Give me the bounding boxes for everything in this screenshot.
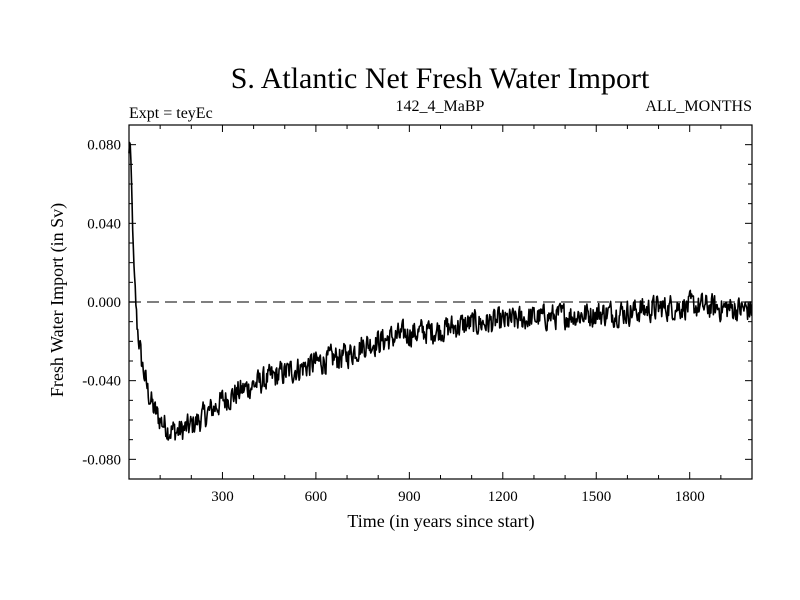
- x-tick-label: 300: [211, 489, 234, 505]
- x-tick-label: 1500: [581, 489, 611, 505]
- series-line: [128, 141, 753, 441]
- chart-title: S. Atlantic Net Fresh Water Import: [231, 62, 650, 95]
- y-tick-label: 0.000: [87, 295, 121, 311]
- x-tick-label: 1200: [488, 489, 518, 505]
- plot-frame: [128, 124, 753, 480]
- y-tick-label: -0.080: [82, 452, 121, 468]
- x-tick-label: 900: [398, 489, 421, 505]
- plot-area: 300 600 900 1200 1500 1800 0.080 0.040 0.000 -0.0…: [82, 124, 753, 505]
- y-axis-label: Fresh Water Import (in Sv): [47, 203, 68, 397]
- y-tick-label: 0.040: [87, 216, 121, 232]
- subtitle-months: ALL_MONTHS: [645, 98, 752, 115]
- subtitle-run: 142_4_MaBP: [396, 98, 485, 115]
- x-tick-label: 600: [305, 489, 328, 505]
- y-tick-label: 0.080: [87, 138, 121, 154]
- subtitle-expt: Expt = teyEc: [129, 105, 213, 122]
- y-tick-label: -0.040: [82, 374, 121, 390]
- x-tick-label: 1800: [675, 489, 705, 505]
- x-axis-label: Time (in years since start): [347, 511, 534, 532]
